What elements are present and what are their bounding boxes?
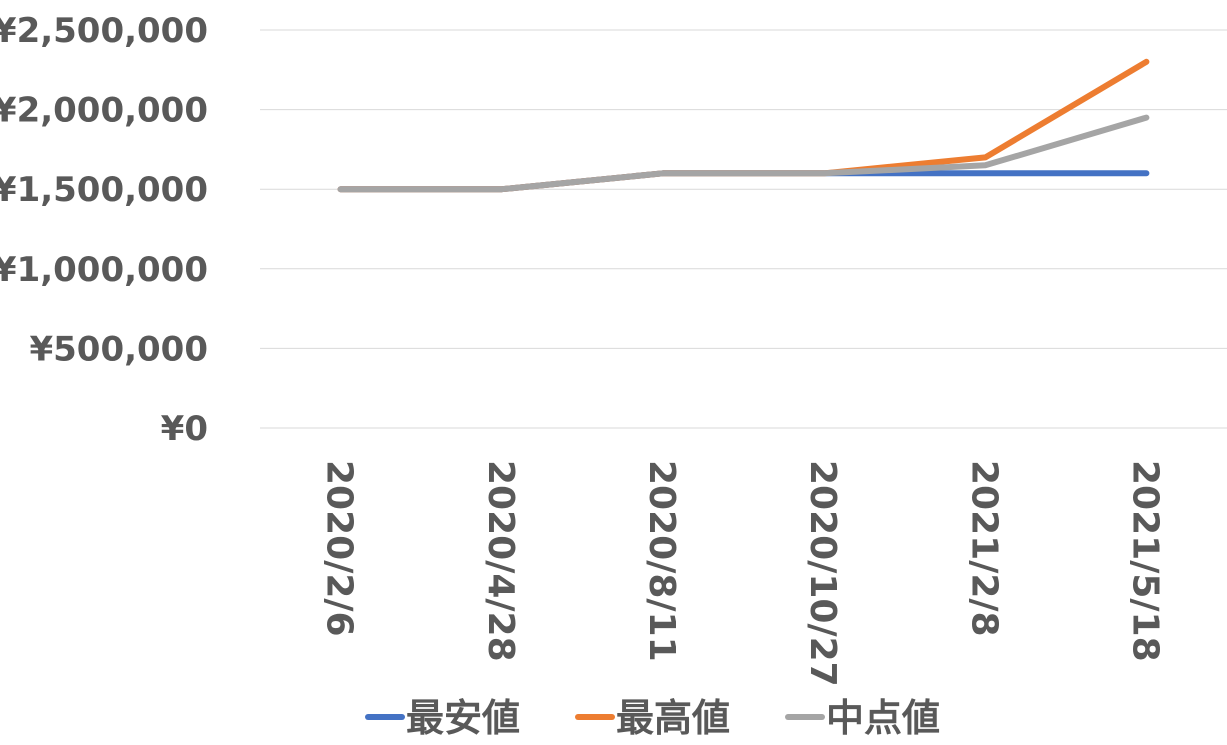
y-tick-label: ¥1,500,000 [0, 170, 208, 210]
y-tick-label: ¥500,000 [29, 329, 208, 369]
y-tick-label: ¥2,000,000 [0, 91, 208, 131]
x-category-label: 2020/2/6 [319, 460, 360, 637]
y-tick-label: ¥2,500,000 [0, 11, 208, 51]
series-line-2 [337, 114, 1150, 193]
legend: 最安値 最高値 中点値 [365, 696, 940, 740]
legend-label: 中点値 [826, 696, 940, 740]
x-category-label: 2020/4/28 [480, 460, 521, 662]
gridlines [260, 29, 1227, 429]
x-category-label: 2021/5/18 [1124, 460, 1165, 662]
legend-label: 最安値 [406, 696, 520, 740]
series-line-1 [337, 58, 1150, 193]
x-category-label: 2021/2/8 [963, 460, 1004, 637]
x-category-label: 2020/8/11 [641, 460, 682, 662]
y-tick-label: ¥1,000,000 [0, 250, 208, 290]
series-lines [337, 58, 1150, 193]
x-category-label: 2020/10/27 [802, 460, 843, 687]
x-axis-category-labels: 2020/2/6 2020/4/28 2020/8/11 2020/10/27 2021… [319, 460, 1166, 687]
y-tick-label: ¥0 [161, 409, 208, 449]
y-axis-tick-labels: ¥0 ¥500,000 ¥1,000,000 ¥1,500,000 ¥2,000,000… [0, 11, 208, 449]
legend-label: 最高値 [616, 696, 730, 740]
